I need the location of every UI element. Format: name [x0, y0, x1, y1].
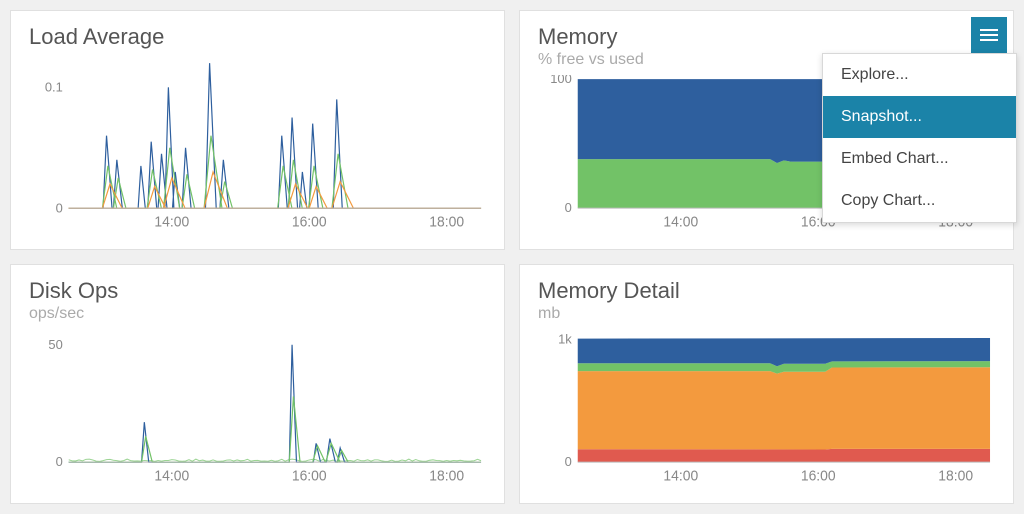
panel-subtitle: mb — [538, 305, 995, 323]
svg-text:18:00: 18:00 — [429, 214, 464, 230]
svg-text:14:00: 14:00 — [663, 468, 698, 484]
chart-load-average: 0 0.1 14:00 16:00 18:00 — [29, 55, 486, 239]
svg-text:0.1: 0.1 — [45, 79, 63, 94]
svg-text:0: 0 — [56, 200, 63, 215]
hamburger-icon — [980, 29, 998, 41]
panel-disk-ops: Disk Ops ops/sec 0 50 14:00 16:00 18:00 — [10, 264, 505, 504]
menu-item[interactable]: Copy Chart... — [823, 180, 1016, 222]
svg-text:18:00: 18:00 — [429, 468, 464, 484]
svg-text:0: 0 — [56, 454, 63, 469]
svg-text:16:00: 16:00 — [292, 214, 327, 230]
panel-memory: Memory % free vs used 010014:0016:0018:0… — [519, 10, 1014, 250]
svg-text:14:00: 14:00 — [663, 214, 698, 230]
panel-title: Load Average — [29, 25, 486, 49]
svg-text:100: 100 — [550, 75, 572, 86]
menu-item[interactable]: Explore... — [823, 54, 1016, 96]
svg-text:16:00: 16:00 — [801, 468, 836, 484]
svg-text:16:00: 16:00 — [292, 468, 327, 484]
panel-memory-detail: Memory Detail mb 0 1k 14:00 16:00 18:00 — [519, 264, 1014, 504]
panel-title: Memory — [538, 25, 995, 49]
chart-menu-button[interactable] — [971, 17, 1007, 53]
dashboard-grid: Load Average 0 0.1 14:00 16:00 18:00 Memory … — [0, 0, 1024, 514]
panel-title: Disk Ops — [29, 279, 486, 303]
menu-item[interactable]: Snapshot... — [823, 96, 1016, 138]
menu-item[interactable]: Embed Chart... — [823, 138, 1016, 180]
chart-disk-ops: 0 50 14:00 16:00 18:00 — [29, 329, 486, 493]
svg-text:14:00: 14:00 — [154, 214, 189, 230]
svg-text:18:00: 18:00 — [938, 468, 973, 484]
panel-title: Memory Detail — [538, 279, 995, 303]
svg-text:0: 0 — [565, 200, 572, 215]
svg-text:14:00: 14:00 — [154, 468, 189, 484]
chart-memory-detail: 0 1k 14:00 16:00 18:00 — [538, 329, 995, 493]
svg-text:0: 0 — [565, 454, 572, 469]
chart-menu-dropdown: Explore...Snapshot...Embed Chart...Copy … — [822, 53, 1017, 223]
panel-subtitle: ops/sec — [29, 305, 486, 323]
svg-text:50: 50 — [48, 337, 62, 352]
panel-load-average: Load Average 0 0.1 14:00 16:00 18:00 — [10, 10, 505, 250]
svg-text:1k: 1k — [558, 331, 572, 346]
